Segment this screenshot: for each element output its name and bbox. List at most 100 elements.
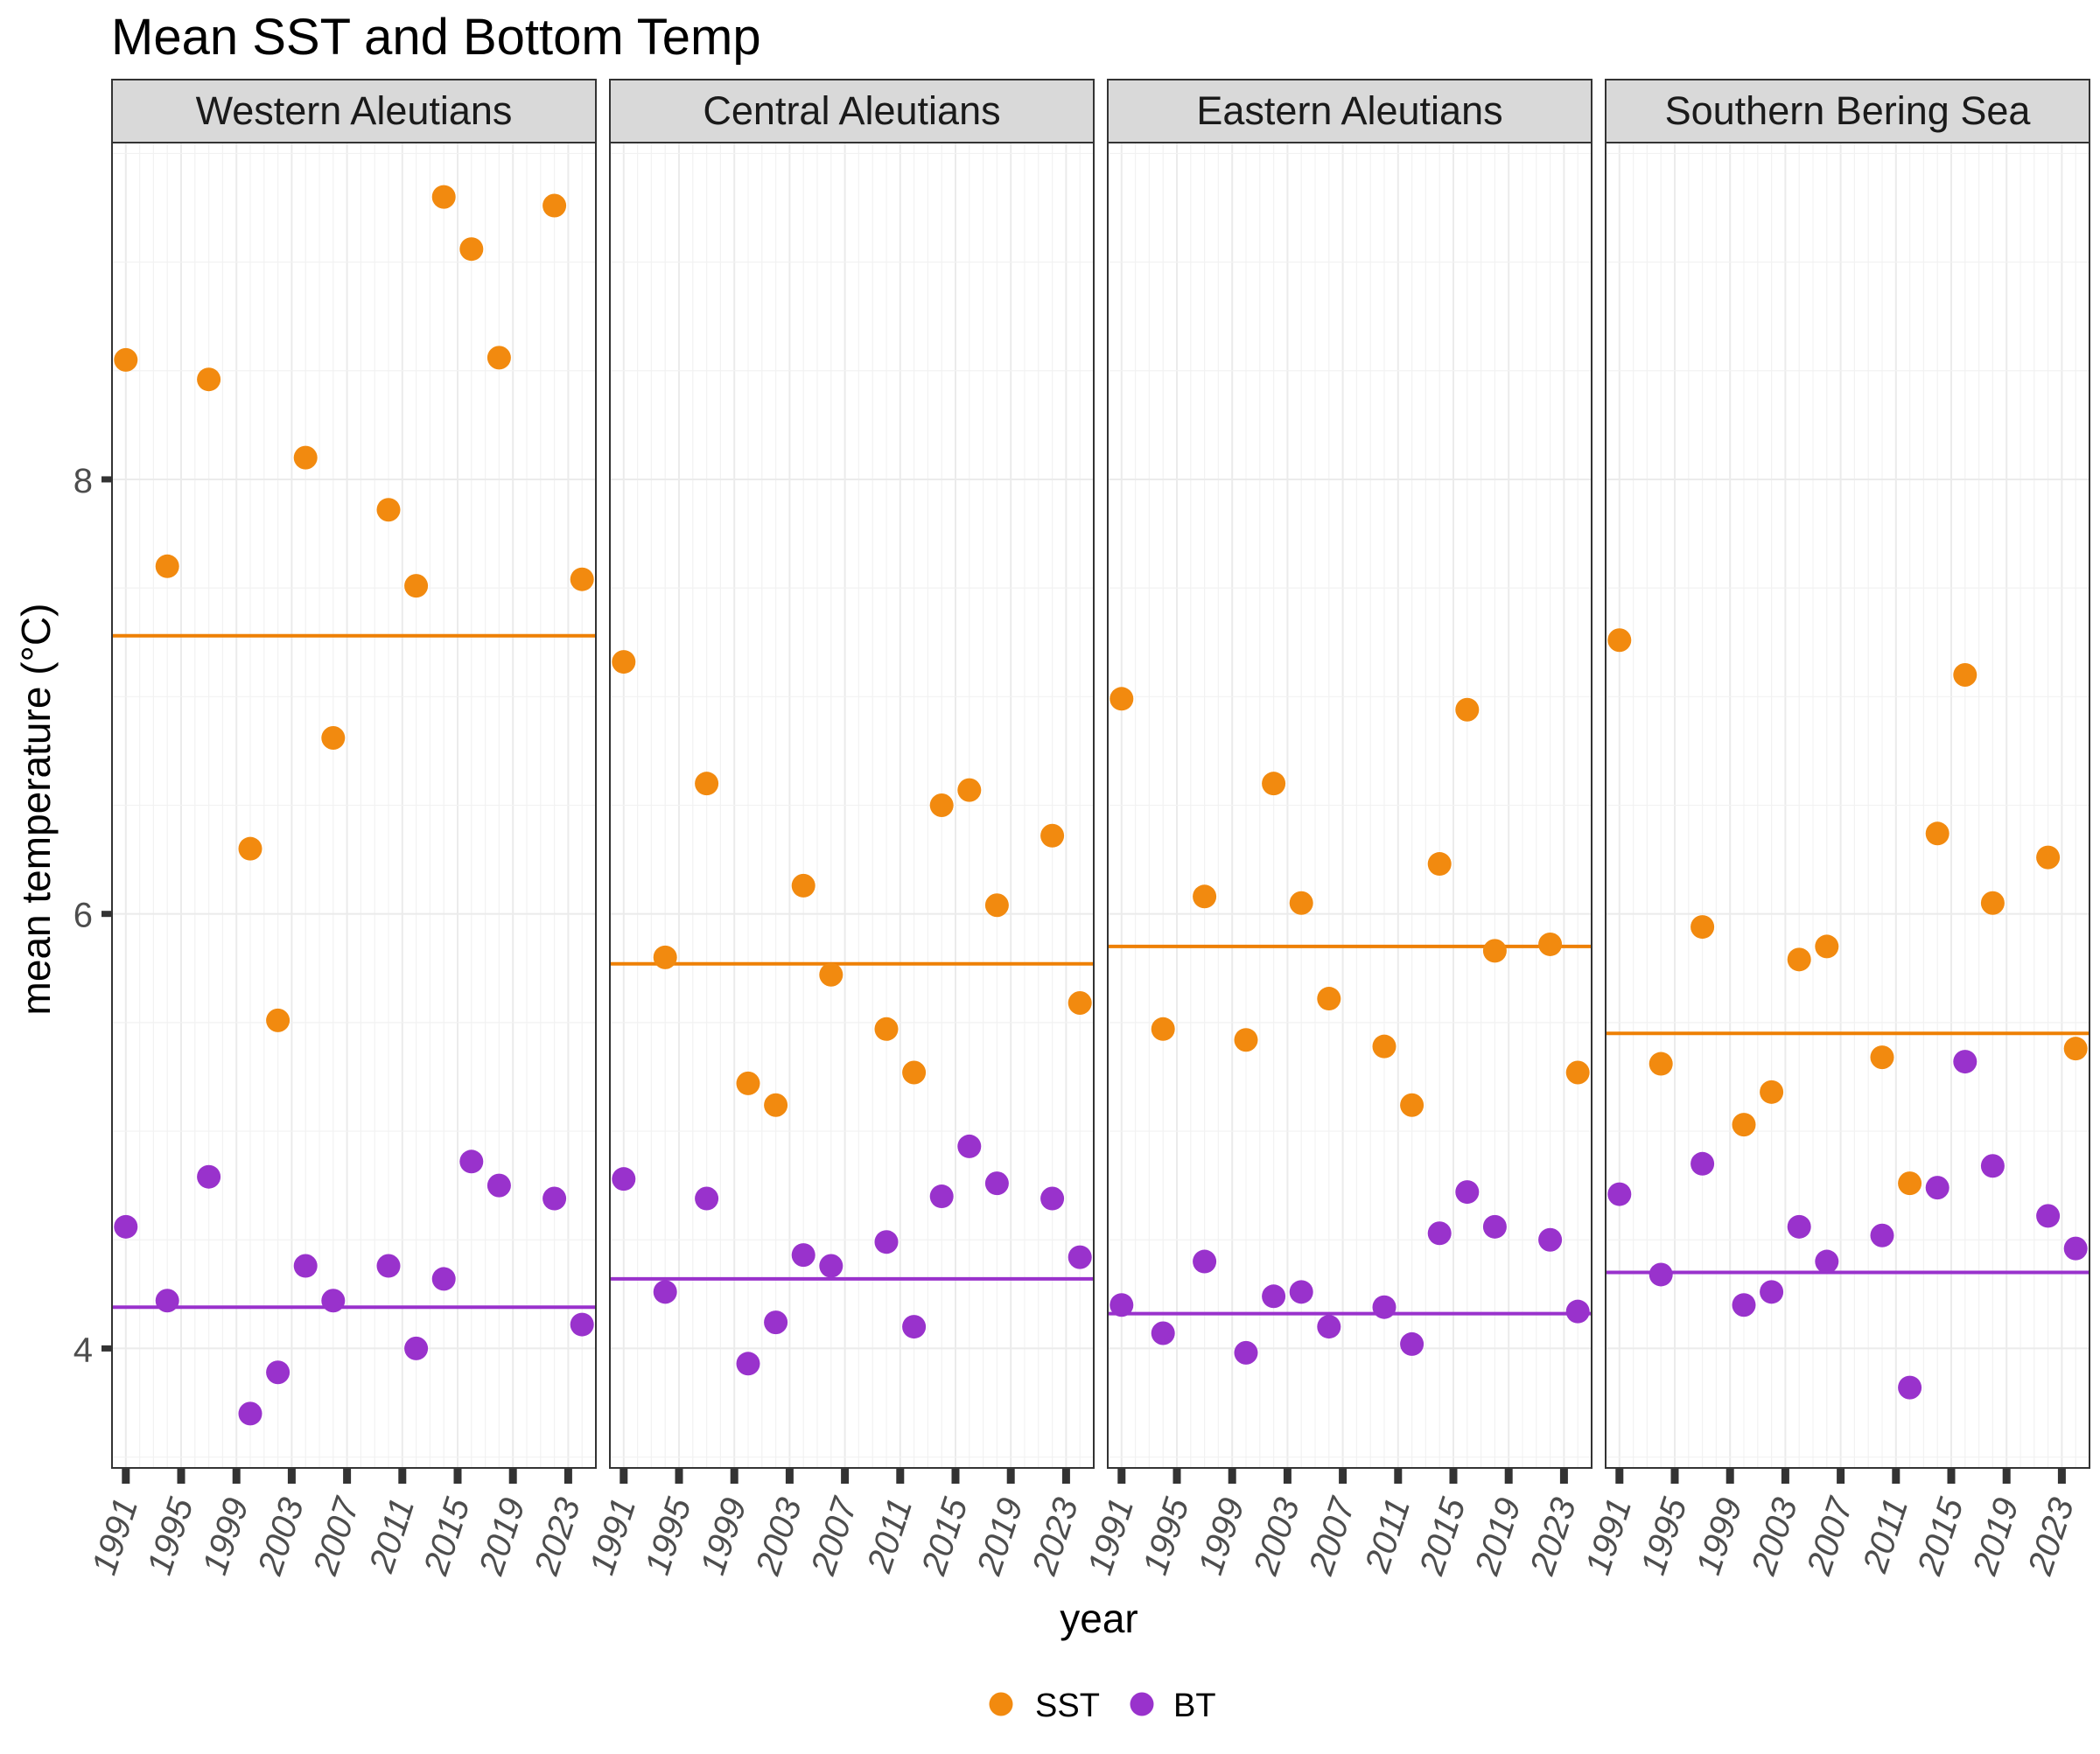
legend-label: SST [1035,1688,1100,1724]
bt-point [293,1254,318,1278]
bt-point [1068,1245,1092,1269]
sst-point [1690,915,1715,940]
sst-point [459,237,484,262]
legend-label: BT [1173,1688,1216,1724]
sst-point [431,185,456,209]
panel-eastern-aleutians: Eastern Aleutians19911995199920032007201… [1081,79,1592,1580]
bt-point [1289,1280,1313,1304]
y-tick-label: 4 [74,1331,93,1369]
bt-point [542,1186,567,1211]
sst-point [1648,1052,1673,1076]
sst-point [293,445,318,470]
sst-point [1262,772,1286,796]
sst-point [570,567,594,591]
sst-point [1151,1017,1175,1041]
bt-point [874,1230,899,1254]
panel-western-aleutians: Western Aleutians19911995199920032007201… [85,79,597,1580]
sst-point [1234,1028,1258,1052]
sst-point [1317,987,1341,1011]
sst-point [321,726,346,751]
facet-strip [1605,79,2090,143]
bt-point [1787,1214,1811,1239]
bt-point [238,1401,262,1426]
sst-point [1068,991,1092,1016]
facet-strip-label: Eastern Aleutians [1196,88,1502,133]
bt-point [1607,1182,1632,1206]
bt-point [1565,1299,1590,1324]
bt-point [1455,1180,1480,1205]
bt-point [819,1254,844,1278]
bt-point [321,1289,346,1313]
bt-point [1482,1214,1507,1239]
bt-point [1372,1295,1396,1319]
bt-point [1427,1221,1452,1246]
sst-point [1760,1080,1784,1104]
y-axis: 4 6 8 [74,462,112,1369]
facet-strip-label: Central Aleutians [703,88,1000,133]
sst-point [1732,1113,1756,1137]
bt-point [114,1214,138,1239]
sst-point [1482,939,1507,963]
y-tick-label: 8 [74,462,93,500]
sst-point [902,1060,927,1085]
bt-point [984,1171,1009,1196]
y-axis-title: mean temperature (°C) [13,604,59,1016]
sst-point [1607,628,1632,653]
sst-point [1898,1171,1922,1196]
sst-point [1980,891,2005,915]
bt-point [1732,1293,1756,1317]
sst-point [197,367,221,392]
bt-point [1870,1223,1894,1247]
sst-point [1925,821,1950,846]
bt-point [612,1167,636,1191]
sst-point [114,347,138,372]
bt-point [653,1280,677,1304]
facet-strip-label: Western Aleutians [196,88,513,133]
sst-point [266,1008,290,1032]
bt-point [570,1312,594,1337]
sst-point [376,498,401,522]
bt-point [1234,1340,1258,1365]
sst-point [791,873,816,898]
x-axis-title: year [1060,1596,1138,1641]
sst-point [238,836,262,861]
sst-point [486,346,511,370]
bt-point [929,1184,954,1209]
facet-strip-label: Southern Bering Sea [1665,88,2032,133]
bt-point [1980,1154,2005,1178]
bt-point [486,1173,511,1198]
bt-point [431,1267,456,1291]
sst-point [653,945,677,969]
panel-southern-bering-sea: Southern Bering Sea199119951999200320072… [1578,79,2090,1580]
bt-point [1760,1280,1784,1304]
bt-point [404,1336,429,1360]
bt-point [2036,1204,2061,1228]
sst-point [1787,947,1811,972]
sst-point [155,554,179,578]
facet-strip [1107,79,1592,143]
sst-point [1870,1045,1894,1070]
bt-point [902,1315,927,1339]
bt-point [1690,1151,1715,1176]
bt-point [1538,1227,1563,1252]
legend: SST BT [989,1688,1216,1724]
bt-point [2063,1236,2088,1261]
bt-point [1953,1050,1978,1074]
bt-point [155,1289,179,1313]
sst-point [984,893,1009,918]
bt-point [1648,1262,1673,1287]
bt-point [1151,1321,1175,1345]
bt-point [266,1360,290,1385]
bt-point [1040,1186,1065,1211]
bt-point [1193,1249,1217,1274]
bt-point [695,1186,719,1211]
bt-point [1317,1315,1341,1339]
sst-point [1455,697,1480,722]
sst-point [1040,823,1065,848]
sst-point [2063,1037,2088,1061]
sst-point [2036,845,2061,870]
bt-point [764,1310,788,1335]
